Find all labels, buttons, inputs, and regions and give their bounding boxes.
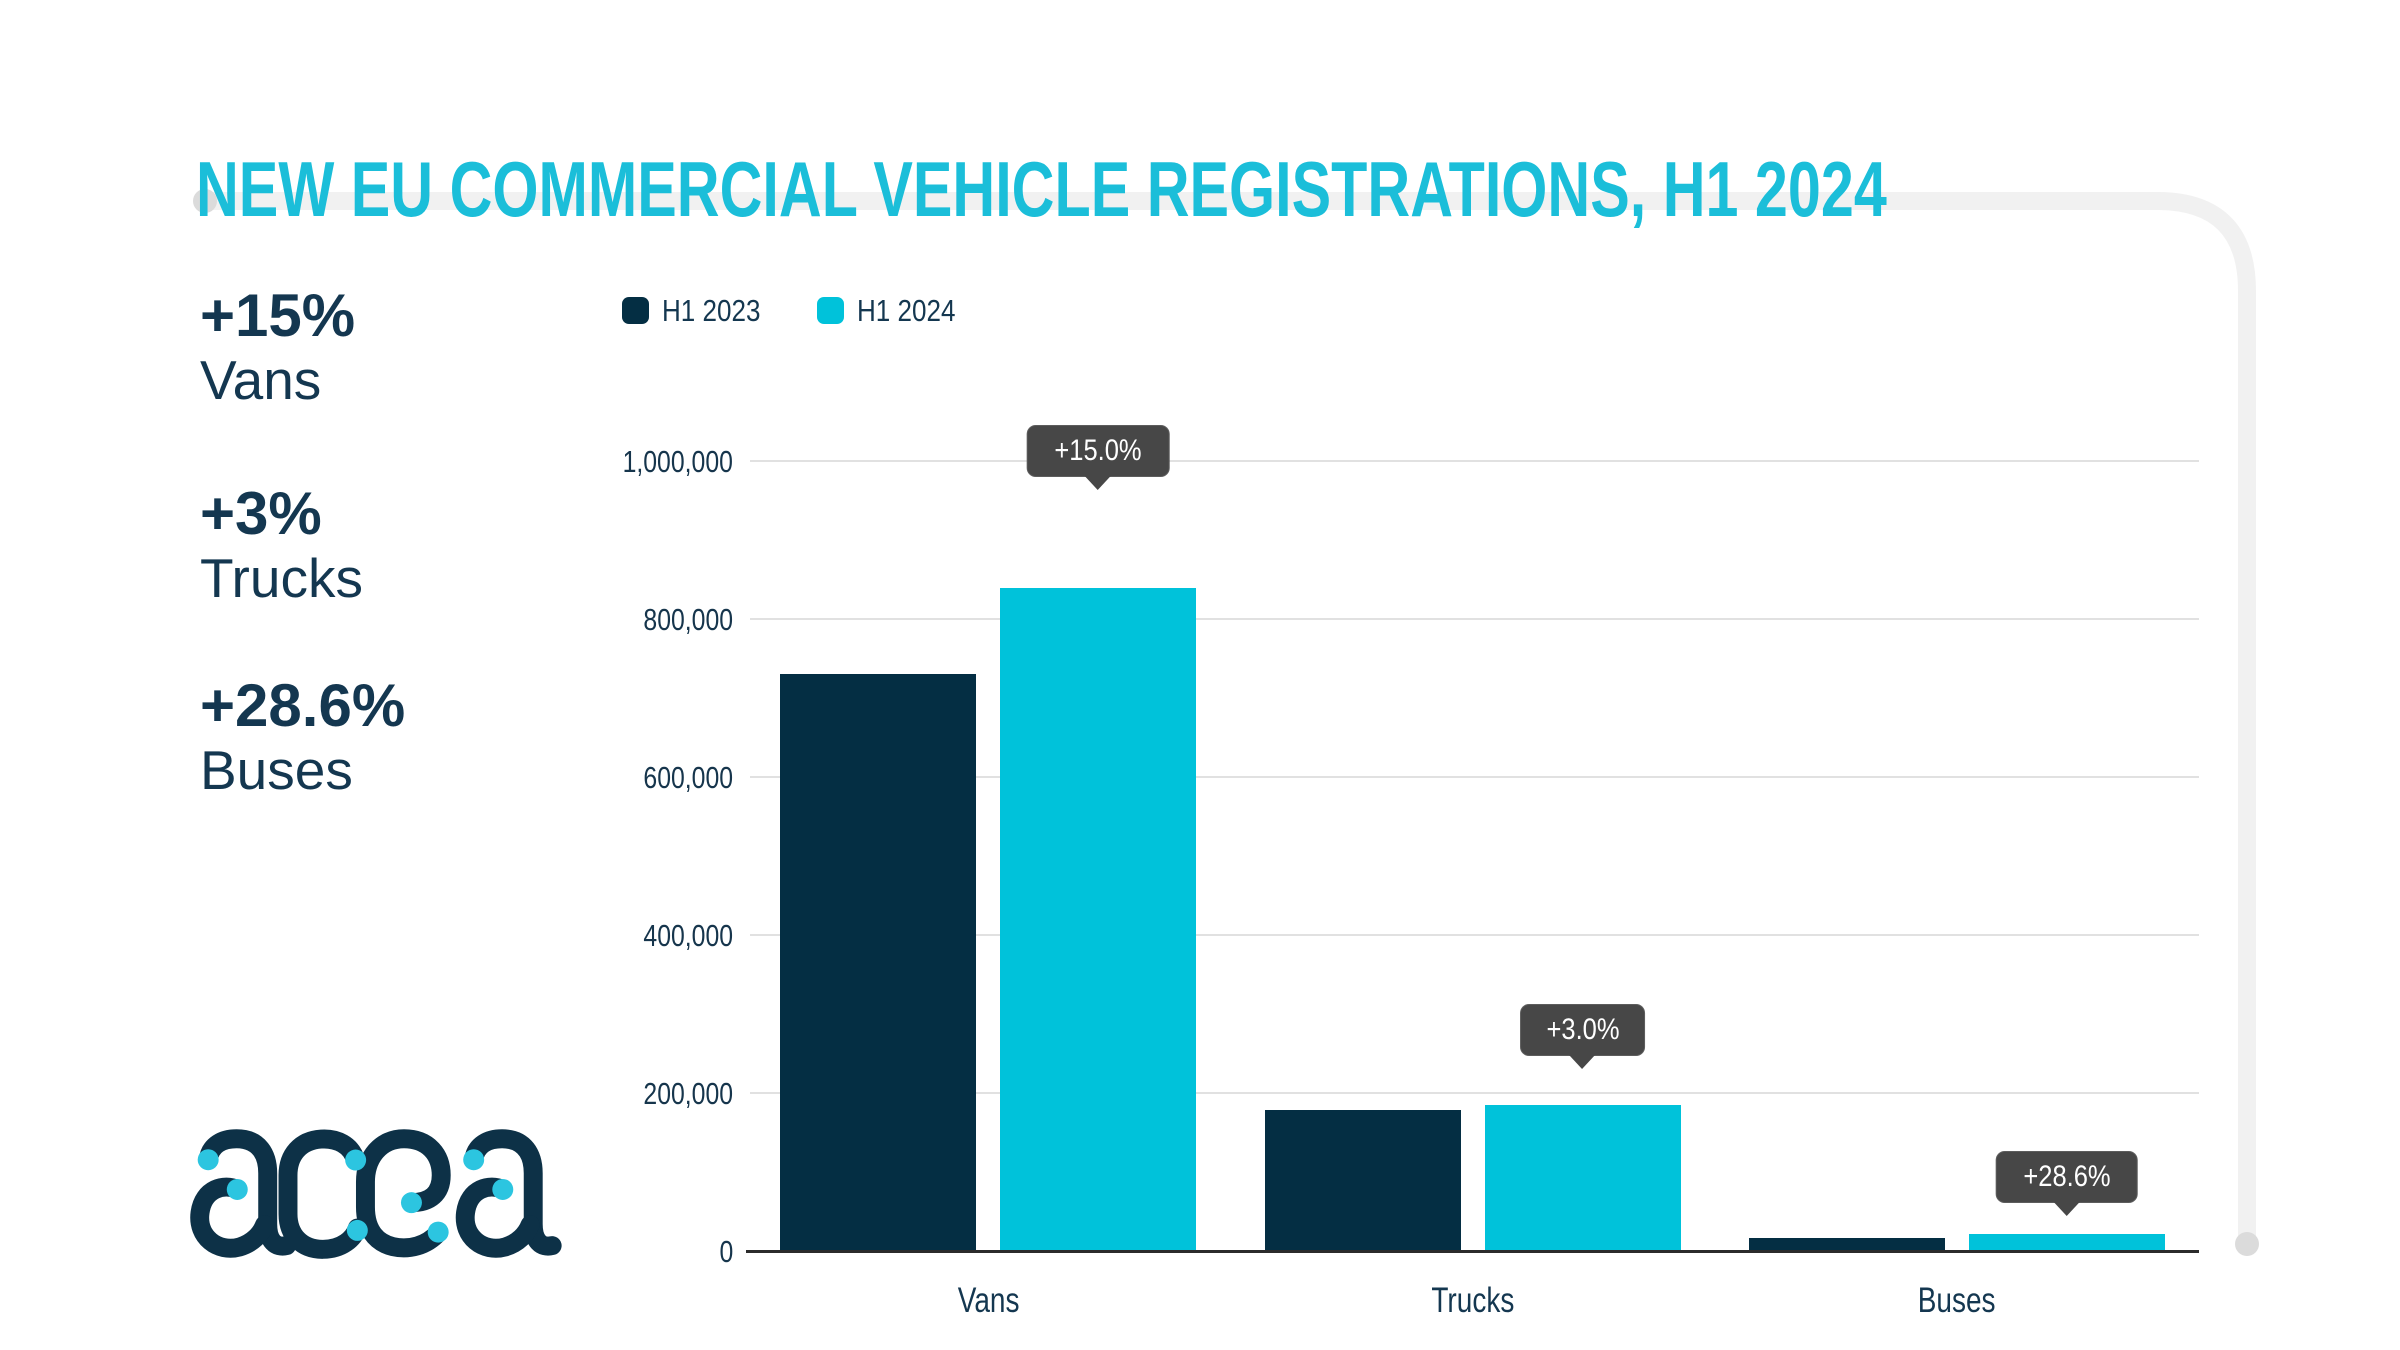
logo-letter-a1-inner <box>190 1177 275 1258</box>
logo-letter-a2-inner <box>455 1177 540 1258</box>
legend-item-h1-2023: H1 2023 <box>622 295 779 326</box>
stat-vans: +15% Vans <box>200 284 660 412</box>
gridline-400-000 <box>750 934 2199 936</box>
logo-dot <box>463 1149 485 1171</box>
y-axis-label-text: 800,000 <box>643 602 733 637</box>
logo-dot <box>226 1178 248 1200</box>
x-axis-line <box>746 1250 2199 1253</box>
stat-trucks-label: Trucks <box>200 547 363 609</box>
stat-trucks-value: +3% <box>200 480 322 547</box>
bar-trucks-h1-2023 <box>1264 1109 1461 1251</box>
tooltip-label: +15.0% <box>1054 433 1142 467</box>
tooltip-vans: +15.0% <box>1026 424 1170 490</box>
stat-buses: +28.6% Buses <box>200 674 660 802</box>
y-axis-label-text: 0 <box>719 1234 733 1269</box>
logo-dot <box>346 1219 368 1241</box>
logo-letter-e <box>355 1129 451 1258</box>
bar-vans-h1-2023 <box>780 674 977 1251</box>
logo-dot <box>197 1149 219 1171</box>
logo-dot <box>400 1192 422 1214</box>
page-title: NEW EU COMMERCIAL VEHICLE REGISTRATIONS,… <box>196 145 1887 234</box>
stat-vans-label: Vans <box>200 349 322 411</box>
y-axis-label-text: 1,000,000 <box>622 444 733 479</box>
stat-buses-value: +28.6% <box>200 672 406 739</box>
y-axis-label-200-000: 200,000 <box>533 1078 733 1109</box>
x-axis-label-vans: Vans <box>838 1283 1138 1318</box>
stat-vans-value: +15% <box>200 282 356 349</box>
legend-item-h1-2024: H1 2024 <box>817 295 974 326</box>
tooltip-label: +3.0% <box>1545 1013 1620 1047</box>
logo-letter-c <box>278 1129 367 1259</box>
logo-dot <box>345 1149 367 1171</box>
x-axis-label-trucks: Trucks <box>1323 1283 1623 1318</box>
logo-letter-a1-outer <box>198 1129 297 1256</box>
acea-logo <box>190 1129 562 1259</box>
tooltip-arrow <box>2053 1202 2080 1217</box>
x-axis-label-text: Trucks <box>1431 1281 1514 1320</box>
logo-dot <box>492 1178 514 1200</box>
tooltip-trucks: +3.0% <box>1519 1004 1646 1070</box>
tooltip-buses: +28.6% <box>1995 1151 2139 1217</box>
bar-trucks-h1-2024 <box>1484 1105 1681 1251</box>
tooltip-arrow <box>1085 475 1112 490</box>
gridline-200-000 <box>750 1092 2199 1094</box>
legend-swatch-h1-2023 <box>622 297 649 324</box>
tooltip-label: +28.6% <box>2023 1160 2111 1194</box>
x-axis-label-text: Vans <box>957 1281 1020 1320</box>
chart-legend: H1 2023 H1 2024 <box>622 295 974 326</box>
gridline-800-000 <box>750 618 2199 620</box>
logo-letter-a2-outer <box>464 1129 562 1256</box>
y-axis-label-text: 200,000 <box>643 1076 733 1111</box>
stat-buses-label: Buses <box>200 739 353 801</box>
gridline-600-000 <box>750 776 2199 778</box>
bar-vans-h1-2024 <box>1000 587 1197 1251</box>
gridline-1-000-000 <box>750 460 2199 462</box>
y-axis-label-600-000: 600,000 <box>533 762 733 793</box>
x-axis-label-text: Buses <box>1917 1281 1996 1320</box>
legend-swatch-h1-2024 <box>817 297 845 324</box>
y-axis-label-800-000: 800,000 <box>533 604 733 635</box>
tooltip-arrow <box>1569 1055 1596 1070</box>
y-axis-label-400-000: 400,000 <box>533 920 733 951</box>
y-axis-label-text: 600,000 <box>643 760 733 795</box>
y-axis-label-0: 0 <box>533 1236 733 1267</box>
bar-buses-h1-2024 <box>1968 1234 2165 1251</box>
stat-trucks: +3% Trucks <box>200 482 660 610</box>
legend-label-h1-2024: H1 2024 <box>857 293 956 328</box>
legend-label-h1-2023: H1 2023 <box>662 293 761 328</box>
y-axis-label-text: 400,000 <box>643 918 733 953</box>
x-axis-label-buses: Buses <box>1807 1283 2107 1318</box>
logo-dot <box>427 1221 449 1243</box>
y-axis-label-1-000-000: 1,000,000 <box>533 446 733 477</box>
